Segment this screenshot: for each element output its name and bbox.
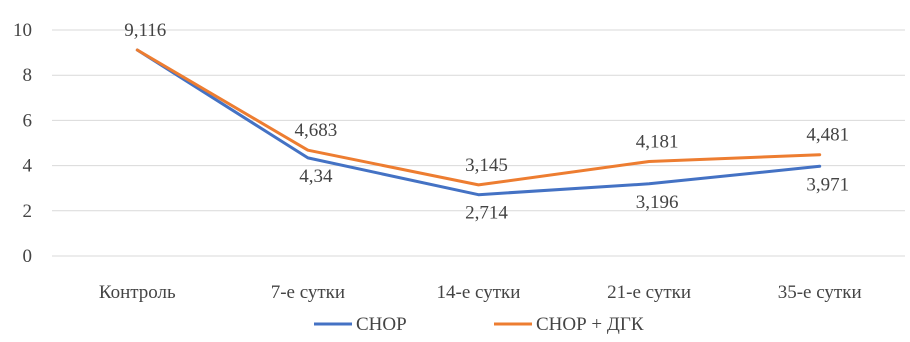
y-tick-label: 6 xyxy=(23,110,33,131)
x-axis-ticks: Контроль 7-е сутки 14-е сутки 21-е сутки 35-… xyxy=(99,282,862,303)
y-tick-label: 10 xyxy=(13,20,32,41)
y-tick-label: 8 xyxy=(23,65,33,86)
series-lines xyxy=(135,48,822,197)
y-axis-ticks: 0 2 4 6 8 10 xyxy=(13,20,33,267)
x-tick-label: 7-е сутки xyxy=(271,282,345,303)
data-label-series-1: 4,34 xyxy=(299,166,333,187)
x-tick-label: Контроль xyxy=(99,282,176,303)
x-tick-label: 35-е сутки xyxy=(778,282,862,303)
data-label-series-1: 3,196 xyxy=(636,192,679,213)
data-labels: 4,34 2,714 3,196 3,971 9,116 4,683 3,145 4,181 4… xyxy=(124,20,849,224)
data-label-series-2: 9,116 xyxy=(124,20,166,41)
y-tick-label: 2 xyxy=(23,201,33,222)
series-line-2 xyxy=(135,48,822,187)
y-tick-label: 4 xyxy=(23,156,33,177)
legend-label-series-2: СНОР + ДГК xyxy=(536,314,644,335)
series-line-1 xyxy=(135,48,822,197)
legend-label-series-1: СНОР xyxy=(356,314,407,335)
data-label-series-2: 4,683 xyxy=(295,120,338,141)
data-label-series-1: 2,714 xyxy=(465,203,508,224)
data-label-series-2: 3,145 xyxy=(465,155,508,176)
gridlines xyxy=(52,29,905,257)
data-label-series-2: 4,181 xyxy=(636,132,679,153)
x-tick-label: 14-е сутки xyxy=(437,282,521,303)
x-tick-label: 21-е сутки xyxy=(607,282,691,303)
data-label-series-2: 4,481 xyxy=(806,125,849,146)
data-label-series-1: 3,971 xyxy=(806,174,849,195)
legend: СНОР СНОР + ДГК xyxy=(314,314,644,335)
y-tick-label: 0 xyxy=(23,246,33,267)
